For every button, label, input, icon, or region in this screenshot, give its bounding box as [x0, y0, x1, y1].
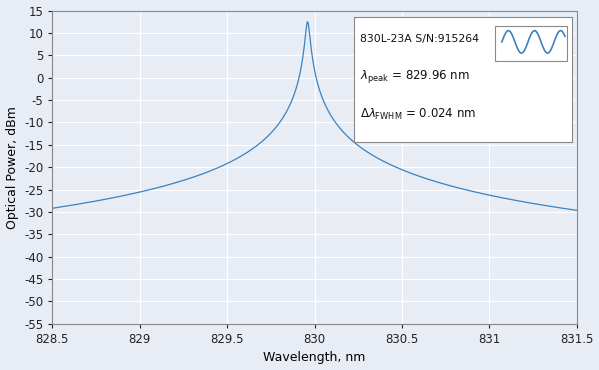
- X-axis label: Wavelength, nm: Wavelength, nm: [264, 352, 366, 364]
- Y-axis label: Optical Power, dBm: Optical Power, dBm: [5, 106, 19, 229]
